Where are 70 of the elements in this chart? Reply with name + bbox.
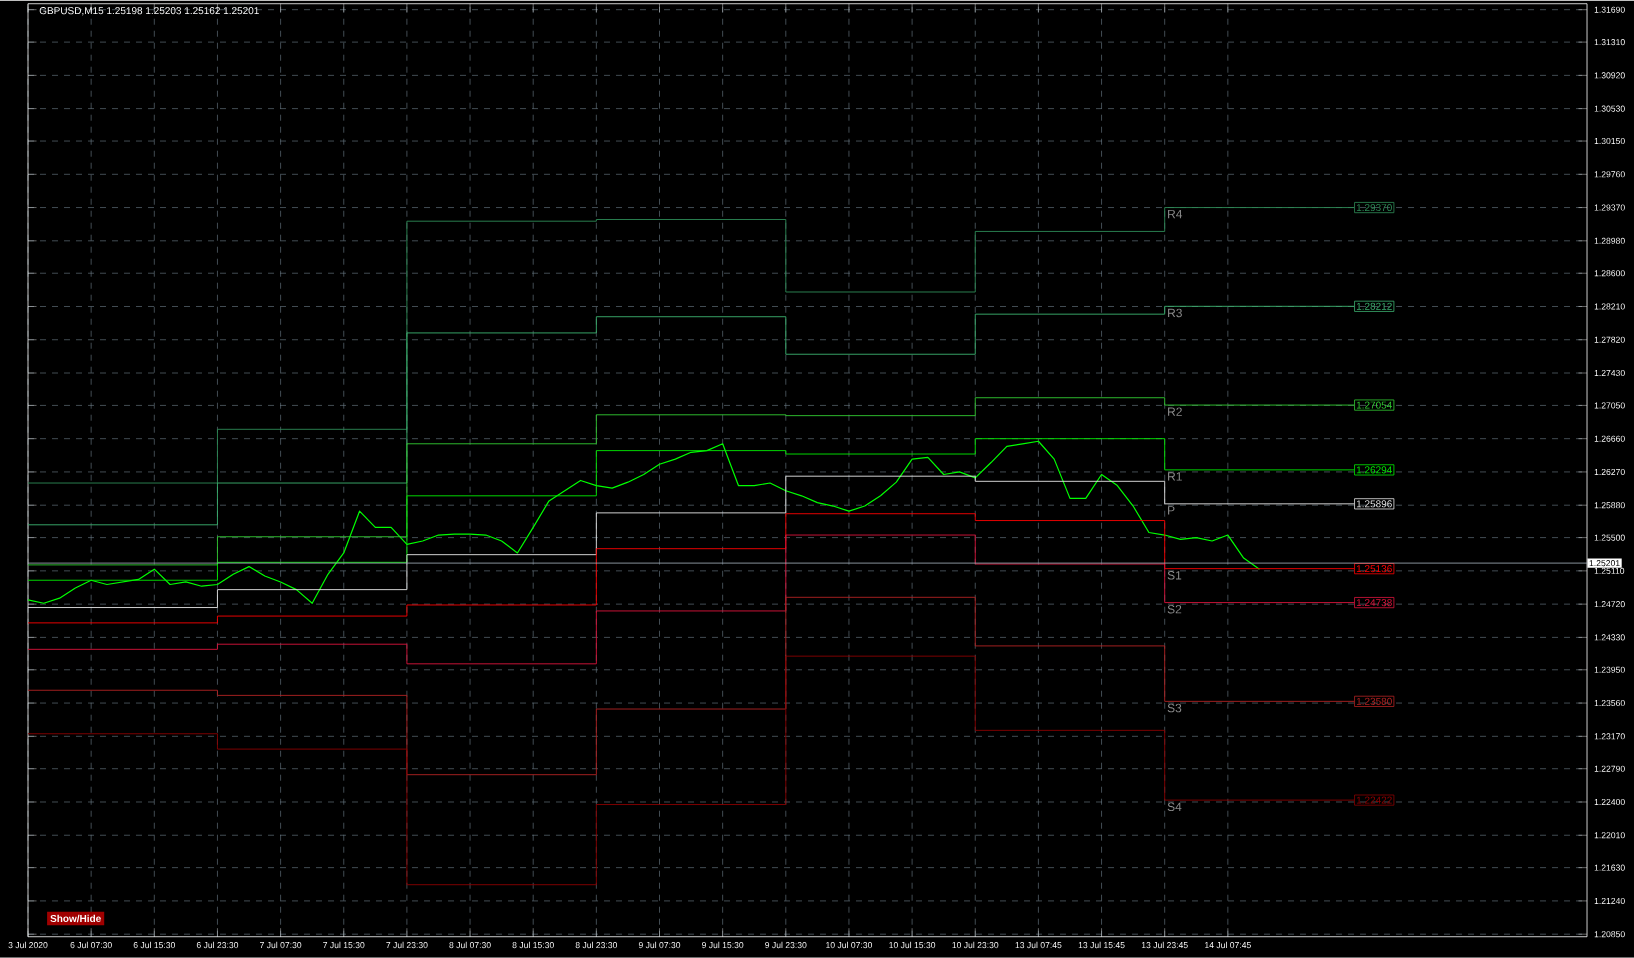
y-tick-label: 1.25500 bbox=[1594, 534, 1625, 541]
series-label: S1 bbox=[1167, 571, 1182, 580]
series-label: P bbox=[1168, 506, 1175, 515]
y-tick-label: 1.26660 bbox=[1594, 435, 1625, 442]
x-tick-label: 8 Jul 07:30 bbox=[449, 941, 491, 949]
x-tick-label: 6 Jul 07:30 bbox=[70, 941, 112, 949]
y-tick-label: 1.30920 bbox=[1594, 72, 1625, 79]
data-label: 1.27054 bbox=[1356, 401, 1392, 409]
y-tick-label: 1.27430 bbox=[1594, 370, 1625, 377]
y-tick-label: 1.30150 bbox=[1594, 138, 1625, 145]
y-tick-label: 1.23560 bbox=[1594, 700, 1625, 707]
x-tick-label: 10 Jul 15:30 bbox=[889, 941, 936, 949]
y-tick-label: 1.21630 bbox=[1594, 864, 1625, 871]
y-tick-label: 1.21240 bbox=[1594, 898, 1625, 905]
data-label: 1.26294 bbox=[1356, 466, 1392, 474]
series-label: S3 bbox=[1167, 703, 1182, 713]
x-tick-label: 9 Jul 15:30 bbox=[702, 941, 744, 949]
data-label: 1.24738 bbox=[1356, 599, 1392, 607]
x-tick-label: 10 Jul 07:30 bbox=[826, 941, 873, 949]
data-label: 1.25136 bbox=[1356, 565, 1392, 573]
data-label: 1.28212 bbox=[1356, 302, 1392, 310]
series-label: R1 bbox=[1168, 472, 1182, 481]
x-tick-label: 10 Jul 23:30 bbox=[952, 941, 999, 949]
y-tick-label: 1.31690 bbox=[1594, 6, 1625, 13]
x-tick-label: 6 Jul 15:30 bbox=[133, 941, 175, 949]
y-tick-label: 1.25880 bbox=[1594, 502, 1625, 509]
ref-line-label: 1.25201 bbox=[1589, 560, 1620, 567]
y-tick-label: 1.29760 bbox=[1594, 171, 1625, 178]
chart-title: GBPUSD,M15 1.25198 1.25203 1.25162 1.25201 bbox=[39, 7, 259, 16]
data-label: 1.29370 bbox=[1356, 204, 1392, 212]
y-tick-label: 1.26270 bbox=[1594, 469, 1625, 476]
y-tick-label: 1.25110 bbox=[1594, 567, 1625, 575]
x-tick-label: 14 Jul 07:45 bbox=[1205, 941, 1251, 949]
series-label: S2 bbox=[1167, 605, 1182, 614]
y-tick-label: 1.31310 bbox=[1594, 39, 1625, 46]
y-tick-label: 1.29370 bbox=[1594, 204, 1625, 211]
x-tick-label: 9 Jul 23:30 bbox=[765, 941, 807, 949]
y-tick-label: 1.23950 bbox=[1594, 666, 1625, 673]
y-tick-label: 1.22790 bbox=[1594, 765, 1625, 772]
y-tick-label: 1.28980 bbox=[1594, 237, 1625, 244]
y-tick-label: 1.28600 bbox=[1594, 270, 1625, 277]
x-tick-label: 6 Jul 23:30 bbox=[196, 941, 239, 949]
y-tick-label: 1.22400 bbox=[1594, 799, 1625, 806]
x-tick-label: 8 Jul 15:30 bbox=[512, 941, 554, 949]
data-label: 1.25896 bbox=[1356, 500, 1392, 508]
x-tick-label: 7 Jul 07:30 bbox=[260, 941, 302, 949]
y-tick-label: 1.20850 bbox=[1594, 931, 1625, 938]
series-label: R2 bbox=[1168, 407, 1182, 416]
y-tick-label: 1.27050 bbox=[1594, 402, 1625, 409]
x-tick-label: 13 Jul 07:45 bbox=[1015, 941, 1062, 949]
y-tick-label: 1.24720 bbox=[1594, 601, 1625, 608]
y-tick-label: 1.27820 bbox=[1594, 336, 1625, 343]
y-tick-label: 1.22010 bbox=[1594, 832, 1625, 839]
x-tick-label: 7 Jul 15:30 bbox=[323, 941, 365, 949]
x-tick-label: 13 Jul 23:45 bbox=[1141, 941, 1188, 949]
y-tick-label: 1.23170 bbox=[1594, 733, 1625, 740]
data-label: 1.22422 bbox=[1356, 796, 1392, 804]
x-tick-label: 8 Jul 23:30 bbox=[575, 941, 618, 949]
series-label: R4 bbox=[1168, 210, 1183, 219]
series-label: S4 bbox=[1167, 802, 1182, 812]
data-label: 1.23580 bbox=[1356, 697, 1392, 706]
x-tick-label: 3 Jul 2020 bbox=[8, 941, 48, 949]
y-tick-label: 1.30530 bbox=[1594, 105, 1625, 112]
annotation: Show/Hide bbox=[50, 914, 101, 923]
x-tick-label: 9 Jul 07:30 bbox=[638, 941, 681, 949]
y-tick-label: 1.28210 bbox=[1594, 303, 1625, 310]
y-tick-label: 1.24330 bbox=[1594, 634, 1625, 641]
series-label: R3 bbox=[1168, 308, 1182, 318]
x-tick-label: 7 Jul 23:30 bbox=[386, 941, 428, 949]
x-tick-label: 13 Jul 15:45 bbox=[1078, 941, 1125, 949]
